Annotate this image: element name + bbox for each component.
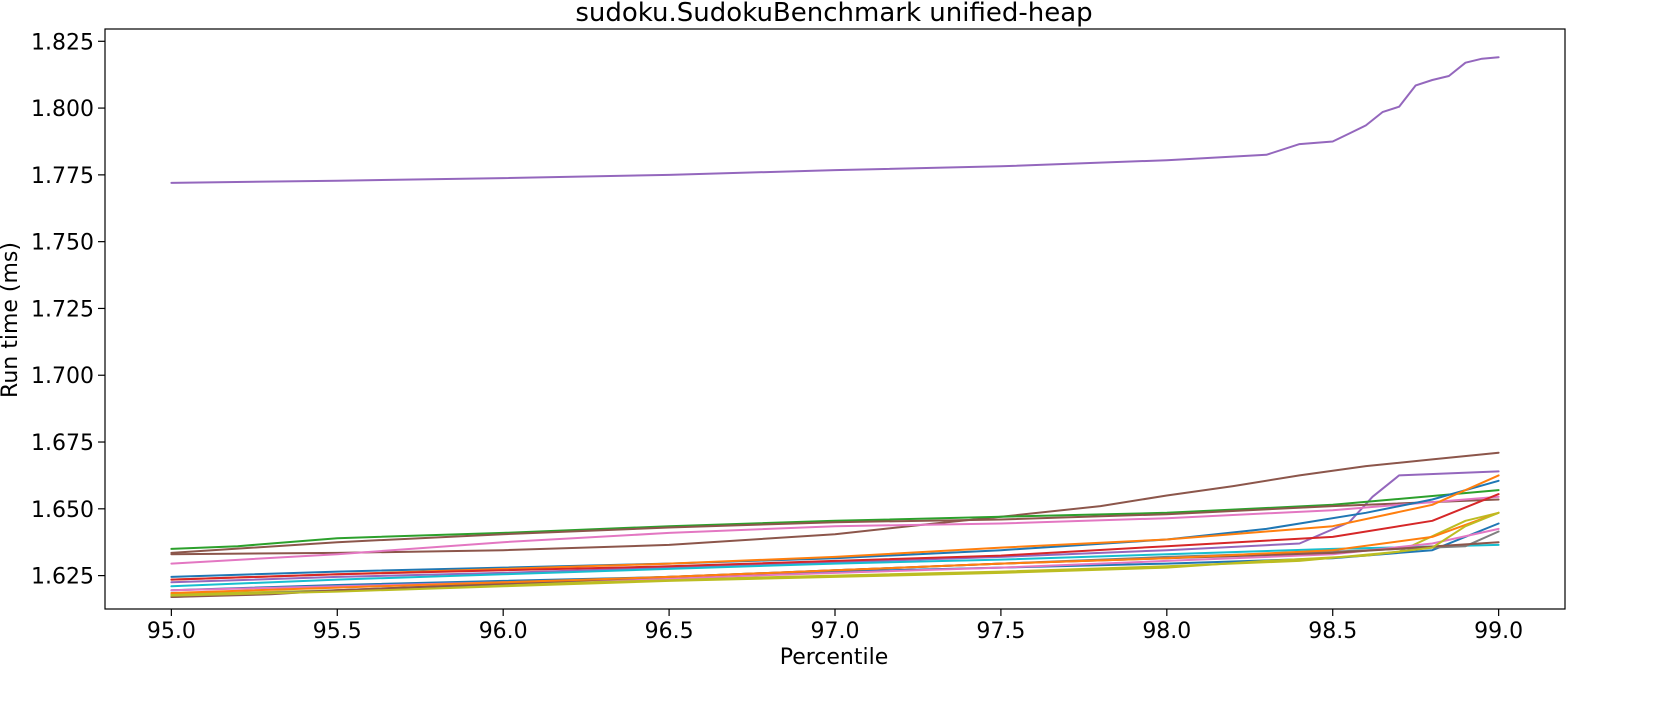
y-tick-label: 1.650: [31, 498, 94, 523]
x-tick-label: 97.0: [811, 619, 860, 644]
x-tick-label: 98.5: [1308, 619, 1357, 644]
x-tick-label: 98.0: [1142, 619, 1191, 644]
series-line-9: [170, 493, 1500, 581]
x-tick-label: 97.5: [976, 619, 1025, 644]
y-tick-label: 1.725: [31, 297, 94, 322]
series-line-16: [170, 511, 1500, 594]
y-axis: 1.625 1.650 1.675 1.700 1.725 1.750 1.775 1.800…: [31, 30, 105, 590]
x-tick-label: 96.5: [645, 619, 694, 644]
series-line-17: [170, 511, 1500, 597]
series-line-7: [170, 479, 1500, 578]
x-tick-label: 95.5: [313, 619, 362, 644]
series-layer: [170, 56, 1500, 598]
y-tick-label: 1.675: [31, 431, 94, 456]
y-tick-label: 1.825: [31, 30, 94, 55]
y-axis-label: Run time (ms): [0, 242, 23, 398]
x-axis-label: Percentile: [780, 645, 889, 670]
y-tick-label: 1.775: [31, 164, 94, 189]
series-line-4: [170, 489, 1500, 550]
series-line-2: [170, 451, 1500, 556]
series-line-10: [170, 543, 1500, 588]
x-axis: 95.0 95.5 96.0 96.5 97.0 97.5 98.0 98.5 99.0: [147, 609, 1523, 644]
y-tick-label: 1.700: [31, 364, 94, 389]
x-tick-label: 95.0: [147, 619, 196, 644]
x-tick-label: 99.0: [1474, 619, 1523, 644]
series-line-3: [170, 470, 1500, 584]
series-line-6: [170, 495, 1500, 565]
series-line-5: [170, 498, 1500, 554]
chart-title: sudoku.SudokuBenchmark unified-heap: [575, 0, 1092, 28]
x-tick-label: 96.0: [479, 619, 528, 644]
y-tick-label: 1.800: [31, 97, 94, 122]
y-tick-label: 1.625: [31, 565, 94, 590]
series-line-1: [170, 56, 1500, 184]
y-tick-label: 1.750: [31, 231, 94, 256]
